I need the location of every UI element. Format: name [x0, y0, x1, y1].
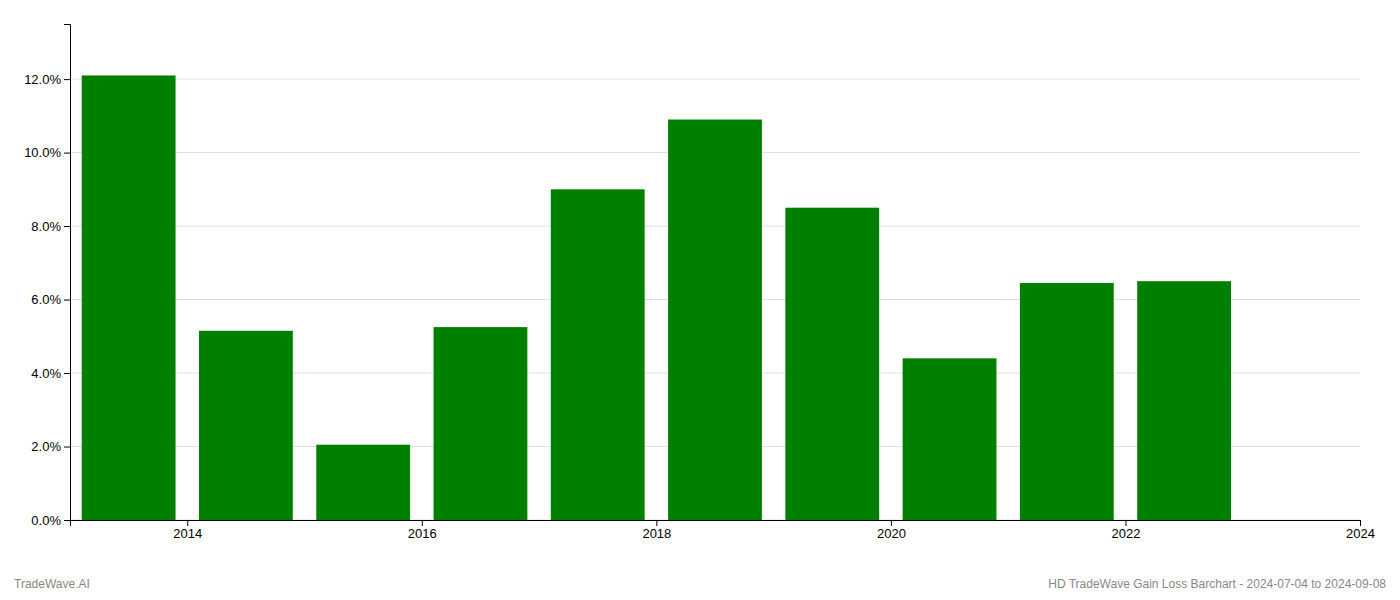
x-tick-mark	[891, 520, 892, 526]
x-tick: 2022	[1111, 520, 1140, 541]
y-tick-label: 6.0%	[31, 292, 61, 307]
y-tick-label: 4.0%	[31, 366, 61, 381]
y-tick: 10.0%	[24, 145, 70, 160]
y-tick: 8.0%	[31, 219, 70, 234]
bar	[434, 327, 528, 520]
x-tick-mark	[1360, 520, 1361, 526]
y-tick: 0.0%	[31, 513, 70, 528]
y-tick-mark	[64, 373, 70, 374]
y-tick-mark	[64, 226, 70, 227]
x-axis: 2014 2016 2018 2020 2022 2024	[71, 520, 1375, 541]
y-axis-line	[64, 25, 71, 521]
x-tick-label: 2020	[877, 526, 906, 541]
y-tick-mark	[64, 153, 70, 154]
grid	[70, 79, 1360, 520]
x-tick: 2018	[642, 520, 671, 541]
watermark: TradeWave.AI	[14, 577, 90, 591]
chart: 2014 2016 2018 2020 2022 2024 0.0% 2.0% 4.0% 6.0%…	[0, 0, 1400, 600]
x-axis-line	[71, 521, 1361, 527]
bar	[82, 75, 176, 520]
y-tick: 4.0%	[31, 366, 70, 381]
x-tick-label: 2014	[173, 526, 202, 541]
y-tick-mark	[64, 300, 70, 301]
x-tick: 2024	[1346, 520, 1375, 541]
x-tick: 2016	[408, 520, 437, 541]
x-tick-mark	[422, 520, 423, 526]
y-tick-label: 8.0%	[31, 219, 61, 234]
bar	[785, 208, 879, 520]
y-tick-label: 0.0%	[31, 513, 61, 528]
x-tick-label: 2024	[1346, 526, 1375, 541]
x-tick-mark	[1125, 520, 1126, 526]
bar	[1137, 281, 1231, 520]
y-tick-label: 12.0%	[24, 72, 61, 87]
bars	[82, 75, 1231, 520]
x-tick-label: 2018	[642, 526, 671, 541]
x-tick: 2020	[877, 520, 906, 541]
x-tick-label: 2022	[1111, 526, 1140, 541]
x-tick: 2014	[173, 520, 202, 541]
title: HD TradeWave Gain Loss Barchart - 2024-0…	[1048, 577, 1386, 591]
y-tick: 6.0%	[31, 292, 70, 307]
y-tick-mark	[64, 79, 70, 80]
plot-area: 2014 2016 2018 2020 2022 2024 0.0% 2.0% 4.0% 6.0%…	[24, 25, 1375, 542]
bar	[903, 358, 997, 520]
y-tick-mark	[64, 520, 70, 521]
y-tick-label: 10.0%	[24, 145, 61, 160]
y-axis: 0.0% 2.0% 4.0% 6.0% 8.0% 10.0% 12.0%	[24, 25, 70, 528]
bar	[551, 189, 645, 520]
bar	[1020, 283, 1114, 520]
y-tick-mark	[64, 447, 70, 448]
x-tick-label: 2016	[408, 526, 437, 541]
y-tick: 12.0%	[24, 72, 70, 87]
grid-line	[70, 79, 1360, 80]
y-tick: 2.0%	[31, 439, 70, 454]
x-tick-mark	[187, 520, 188, 526]
bar	[199, 331, 293, 520]
bar	[668, 120, 762, 520]
x-tick-mark	[656, 520, 657, 526]
bar	[316, 445, 410, 520]
y-tick-label: 2.0%	[31, 439, 61, 454]
